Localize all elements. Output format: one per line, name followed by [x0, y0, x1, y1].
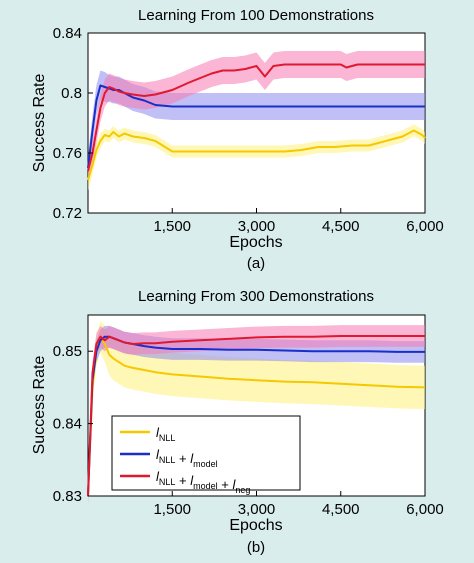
y-axis-label: Success Rate	[31, 356, 48, 455]
y-tick-label: 0.84	[53, 416, 82, 433]
legend-entry-0: lNLL	[156, 425, 175, 443]
x-tick-label: 4,500	[322, 501, 360, 518]
y-tick-label: 0.84	[53, 25, 82, 42]
series-line-0	[87, 335, 426, 497]
chart-title: Learning From 300 Demonstrations	[138, 288, 374, 305]
confidence-band-2	[88, 51, 425, 179]
legend-entry-1: lNLL + lmodel	[156, 447, 218, 469]
y-axis-ticks: 0.83 0.84 0.85	[53, 343, 93, 505]
series-line-1	[87, 84, 425, 169]
y-tick-label: 0.72	[53, 205, 82, 222]
chart-panel-b: Learning From 300 Demonstrations Success…	[31, 288, 444, 556]
panel-caption: (b)	[247, 539, 265, 556]
confidence-band-0	[88, 124, 425, 191]
x-tick-label: 6,000	[406, 501, 444, 518]
x-tick-label: 6,000	[406, 218, 444, 235]
y-tick-label: 0.76	[53, 145, 82, 162]
y-axis-ticks: 0.72 0.76 0.8 0.84	[53, 25, 93, 222]
confidence-bands	[88, 320, 425, 504]
panel-caption: (a)	[247, 255, 265, 272]
legend-entry-2: lNLL + lmodel + lneg	[156, 469, 250, 495]
x-tick-label: 4,500	[322, 218, 360, 235]
x-axis-ticks: 1,500 3,000 4,500 6,000	[153, 208, 444, 235]
confidence-band-2	[88, 325, 425, 504]
x-axis-label: Epochs	[229, 517, 282, 534]
series-line-2	[87, 63, 425, 172]
x-tick-label: 3,000	[238, 501, 276, 518]
y-tick-label: 0.8	[61, 85, 82, 102]
confidence-band-0	[88, 320, 425, 504]
chart-title: Learning From 100 Demonstrations	[138, 7, 374, 24]
y-axis-label: Success Rate	[31, 74, 48, 173]
x-tick-label: 1,500	[153, 218, 191, 235]
series-lines	[87, 63, 426, 181]
x-axis-label: Epochs	[229, 234, 282, 251]
x-tick-label: 1,500	[153, 501, 191, 518]
x-axis-ticks: 1,500 3,000 4,500 6,000	[153, 491, 444, 518]
series-lines	[87, 335, 426, 497]
x-tick-label: 3,000	[238, 218, 276, 235]
y-tick-label: 0.85	[53, 343, 82, 360]
y-tick-label: 0.83	[53, 488, 82, 505]
confidence-bands	[88, 51, 425, 191]
series-line-0	[87, 129, 426, 181]
chart-panel-a: Learning From 100 Demonstrations Success…	[31, 7, 444, 272]
series-line-2	[87, 335, 425, 497]
